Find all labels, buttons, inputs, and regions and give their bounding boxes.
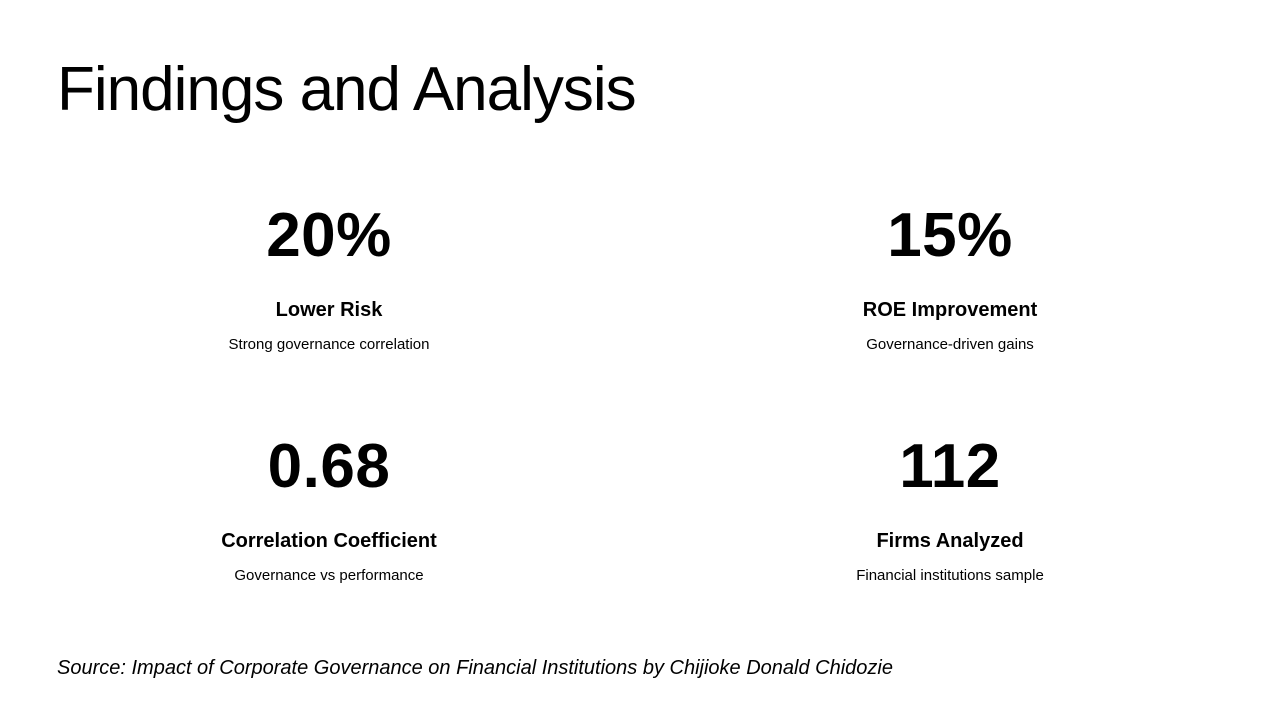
page-title: Findings and Analysis [57,55,637,124]
stat-label: Firms Analyzed [876,530,1024,552]
stat-value: 112 [899,432,1001,501]
stat-card-roe-improvement: 15% ROE Improvement Governance-driven ga… [690,200,1210,354]
stat-description: Strong governance correlation [228,336,430,353]
stat-description: Governance vs performance [234,567,424,584]
stat-value: 0.68 [267,432,391,501]
stat-label: Correlation Coefficient [221,530,437,552]
stat-description: Governance-driven gains [866,336,1034,353]
stat-card-lower-risk: 20% Lower Risk Strong governance correla… [69,200,589,354]
stat-description: Financial institutions sample [856,567,1044,584]
stat-card-correlation-coefficient: 0.68 Correlation Coefficient Governance … [69,431,589,585]
stat-value: 20% [266,201,392,270]
stat-label: ROE Improvement [862,299,1038,321]
stat-card-firms-analyzed: 112 Firms Analyzed Financial institution… [690,431,1210,585]
source-citation: Source: Impact of Corporate Governance o… [57,657,893,679]
stat-label: Lower Risk [275,299,383,321]
stat-value: 15% [887,201,1013,270]
